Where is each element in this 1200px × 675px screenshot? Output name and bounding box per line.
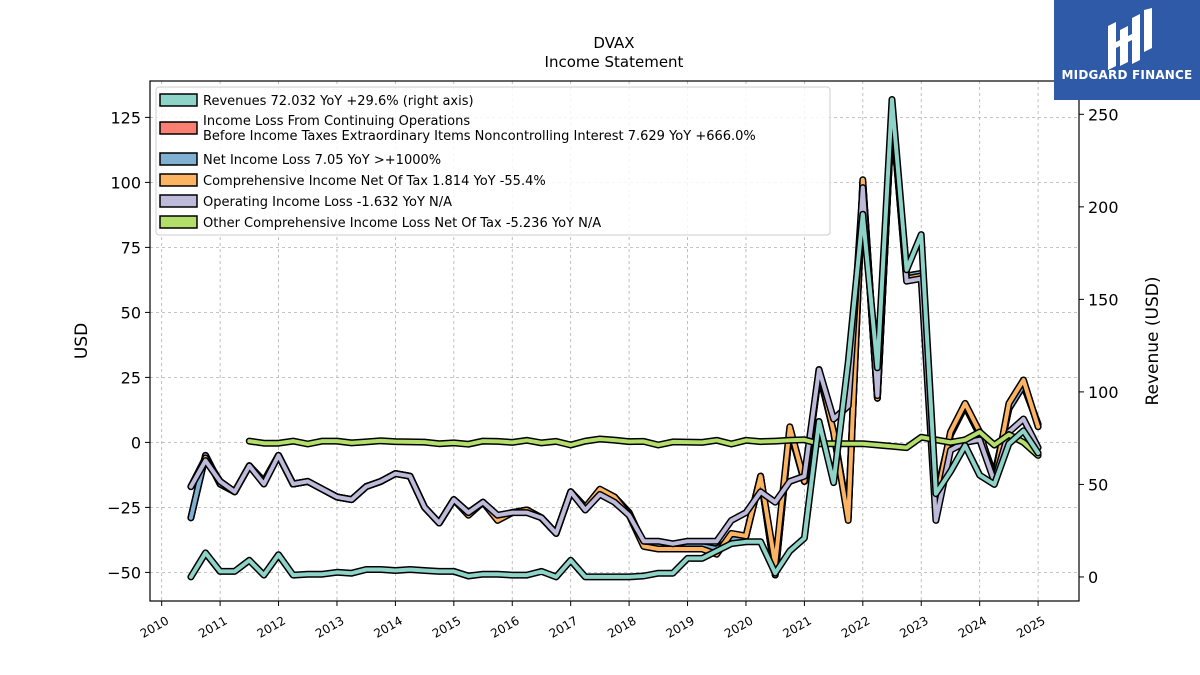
chart-title: DVAX xyxy=(593,34,634,52)
series-other-comprehensive-income-loss-net-of-t xyxy=(245,428,1042,459)
y-axis-right-label: Revenue (USD) xyxy=(1143,276,1163,405)
y-axis-label: USD xyxy=(72,323,92,359)
midgard-logo-mark-icon xyxy=(1108,8,1152,70)
y-tick-label: 0 xyxy=(131,433,141,452)
y-right-tick-label: 150 xyxy=(1088,290,1119,309)
legend-swatch xyxy=(159,215,198,229)
legend-label: Income Loss From Continuing Operations Be… xyxy=(203,114,756,144)
legend-label: Net Income Loss 7.05 YoY >+1000% xyxy=(203,153,441,168)
y-tick-label: 50 xyxy=(121,303,141,322)
plot-frame xyxy=(149,80,1080,602)
legend: Revenues 72.032 YoY +29.6% (right axis) I… xyxy=(155,86,831,236)
y-tick-label: 25 xyxy=(121,368,141,387)
y-right-tick-label: 250 xyxy=(1088,105,1119,124)
legend-label: Revenues 72.032 YoY +29.6% (right axis) xyxy=(203,94,474,109)
y-right-tick-label: 200 xyxy=(1088,198,1119,217)
y-right-tick-label: 100 xyxy=(1088,383,1119,402)
legend-label-line: Before Income Taxes Extraordinary Items … xyxy=(203,129,756,144)
y-right-tick-label: 0 xyxy=(1088,568,1098,587)
y-tick-label: 125 xyxy=(110,108,141,127)
legend-swatch xyxy=(159,93,198,107)
y-tick-label: −50 xyxy=(107,563,141,582)
brand-name: MIDGARD FINANCE xyxy=(1061,68,1193,82)
y-right-tick-label: 50 xyxy=(1088,475,1108,494)
series-line xyxy=(188,97,1041,579)
legend-swatch xyxy=(159,173,198,187)
legend-label-line: Income Loss From Continuing Operations xyxy=(203,114,470,129)
legend-box xyxy=(155,86,831,236)
legend-label: Comprehensive Income Net Of Tax 1.814 Yo… xyxy=(203,174,546,189)
series-line xyxy=(247,430,1041,458)
legend-swatch xyxy=(159,152,198,166)
series-revenues xyxy=(187,96,1042,581)
chart-subtitle: Income Statement xyxy=(545,53,684,71)
legend-swatch xyxy=(159,121,198,135)
series-layer xyxy=(187,96,1042,581)
y-tick-label: 75 xyxy=(121,238,141,257)
legend-label: Operating Income Loss -1.632 YoY N/A xyxy=(203,195,452,210)
legend-label: Other Comprehensive Income Loss Net Of T… xyxy=(203,216,601,231)
legend-swatch xyxy=(159,194,198,208)
y-tick-label: 100 xyxy=(110,173,141,192)
y-tick-label: −25 xyxy=(107,498,141,517)
brand-logo: MIDGARD FINANCE xyxy=(1054,0,1200,100)
